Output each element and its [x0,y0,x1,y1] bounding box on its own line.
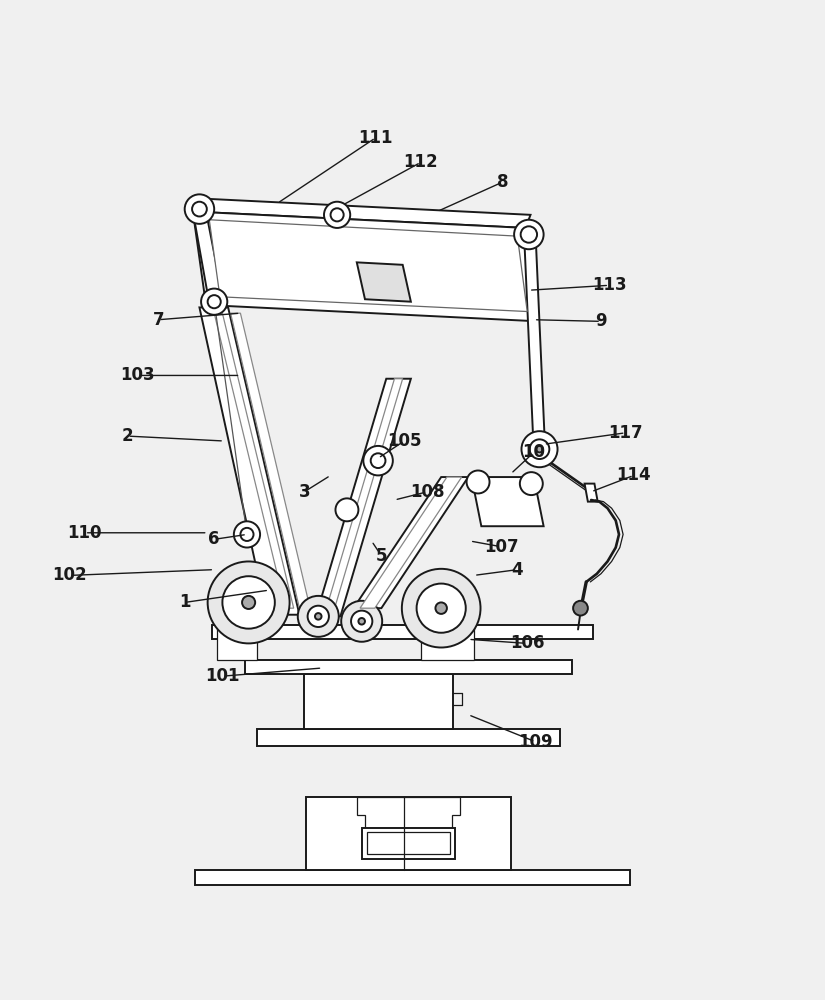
Text: 103: 103 [120,366,155,384]
Circle shape [363,446,393,475]
Text: 112: 112 [403,153,438,171]
Polygon shape [366,832,450,854]
Text: 107: 107 [483,538,518,556]
Polygon shape [306,797,511,870]
Text: 113: 113 [592,276,626,294]
Text: 8: 8 [497,173,508,191]
Circle shape [521,226,537,243]
Polygon shape [244,660,573,674]
Polygon shape [214,313,294,608]
Circle shape [351,611,372,632]
Polygon shape [218,586,257,660]
Text: 105: 105 [387,432,422,450]
Text: 106: 106 [510,634,544,652]
Text: 111: 111 [358,129,393,147]
Polygon shape [472,477,544,526]
Circle shape [436,602,447,614]
Text: 114: 114 [616,466,651,484]
Circle shape [315,613,322,620]
Text: 110: 110 [68,524,102,542]
Polygon shape [193,212,539,321]
Text: 6: 6 [209,530,220,548]
Text: 9: 9 [595,312,606,330]
Text: 3: 3 [299,483,310,501]
Polygon shape [353,477,469,608]
Circle shape [514,220,544,249]
Polygon shape [361,828,455,859]
Circle shape [358,618,365,625]
Circle shape [530,439,549,459]
Polygon shape [212,625,593,639]
Circle shape [520,472,543,495]
Polygon shape [230,313,310,608]
Polygon shape [193,212,224,303]
Polygon shape [200,307,299,615]
Circle shape [370,453,385,468]
Circle shape [336,498,358,521]
Polygon shape [585,484,597,502]
Text: 10: 10 [522,443,545,461]
Text: 4: 4 [512,561,523,579]
Text: 101: 101 [205,667,239,685]
Circle shape [536,446,543,452]
Circle shape [298,596,339,637]
Circle shape [192,202,207,216]
Circle shape [208,561,290,643]
Polygon shape [316,379,411,616]
Circle shape [402,569,480,648]
Polygon shape [524,231,545,452]
Text: 102: 102 [53,566,87,584]
Polygon shape [356,262,411,302]
Text: 108: 108 [410,483,445,501]
Circle shape [324,202,351,228]
Text: 109: 109 [518,733,553,751]
Polygon shape [421,586,474,660]
Circle shape [467,471,489,493]
Circle shape [185,194,214,224]
Circle shape [208,295,221,308]
Polygon shape [196,870,629,885]
Polygon shape [360,477,462,608]
Polygon shape [304,674,454,729]
Text: 117: 117 [608,424,643,442]
Circle shape [573,601,588,616]
Circle shape [233,521,260,548]
Polygon shape [210,220,527,312]
Text: 5: 5 [375,547,387,565]
Text: 1: 1 [179,593,191,611]
Polygon shape [257,729,560,746]
Circle shape [521,431,558,467]
Circle shape [417,584,466,633]
Polygon shape [356,797,460,828]
Circle shape [331,208,344,221]
Circle shape [201,289,228,315]
Text: 2: 2 [121,427,133,445]
Circle shape [223,576,275,629]
Circle shape [342,601,382,642]
Polygon shape [324,379,403,616]
Circle shape [240,528,253,541]
Circle shape [308,606,329,627]
Text: 7: 7 [153,311,164,329]
Circle shape [242,596,255,609]
Polygon shape [193,198,530,228]
